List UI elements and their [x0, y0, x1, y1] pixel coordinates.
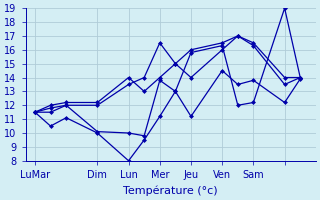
- X-axis label: Température (°c): Température (°c): [124, 185, 218, 196]
